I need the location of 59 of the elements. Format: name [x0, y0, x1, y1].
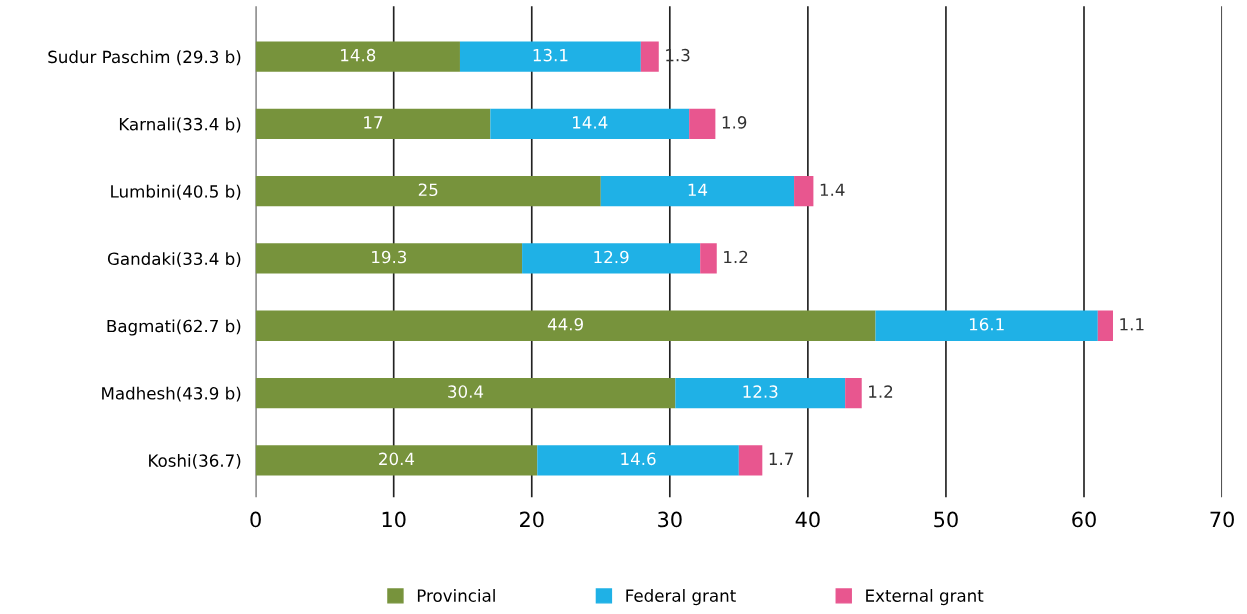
bar — [689, 108, 716, 140]
bar — [255, 176, 601, 207]
bar — [255, 108, 491, 140]
data-label: 14.4 — [573, 116, 608, 129]
bar — [459, 41, 641, 72]
y-tick-label: Karnali(33.4 b) — [119, 117, 241, 133]
x-tick-label: 10 — [382, 511, 406, 528]
data-label: 14.6 — [621, 452, 656, 466]
data-label: 1.1 — [1120, 318, 1144, 331]
y-tick-label: Madhesh(43.9 b) — [102, 386, 241, 402]
bar — [255, 377, 676, 409]
bar — [675, 377, 846, 409]
data-label: 16.1 — [969, 317, 1004, 331]
x-tick-label: 60 — [1072, 511, 1096, 528]
y-tick-label: Sudur Paschim (29.3 b) — [48, 50, 241, 66]
x-tick-label: 20 — [520, 511, 544, 528]
y-tick-label: Lumbini(40.5 b) — [111, 184, 241, 200]
data-label: 1.2 — [724, 250, 748, 264]
bar — [255, 243, 523, 274]
data-label: 19.3 — [372, 250, 407, 264]
data-label: 14 — [688, 183, 708, 196]
x-tick-label: 70 — [1210, 511, 1234, 528]
bar — [600, 176, 795, 207]
bar — [640, 41, 659, 72]
data-label: 1.7 — [769, 452, 793, 465]
data-label: 14.8 — [341, 48, 376, 62]
bar — [875, 310, 1098, 341]
data-label: 17 — [364, 116, 383, 129]
y-tick-label: Koshi(36.7) — [149, 454, 241, 469]
x-tick-label: 50 — [934, 511, 958, 528]
x-tick-label: 30 — [658, 511, 682, 528]
data-label: 30.4 — [448, 385, 484, 398]
bar — [845, 377, 862, 409]
legend-label: Provincial — [417, 589, 495, 602]
data-label: 1.9 — [722, 116, 747, 129]
y-tick-label: Gandaki(33.4 b) — [107, 252, 241, 267]
bar — [255, 41, 460, 72]
bar — [537, 445, 739, 476]
y-tick-label: Bagmati(62.7 b) — [107, 319, 241, 336]
x-tick-label: 40 — [795, 511, 820, 528]
bar — [255, 310, 876, 341]
data-label: 44.9 — [547, 317, 583, 331]
legend-label: External grant — [866, 589, 984, 606]
data-label: 12.9 — [594, 250, 629, 264]
bar — [522, 243, 701, 274]
bar — [700, 243, 717, 274]
bar — [1097, 310, 1113, 341]
data-label: 25 — [418, 183, 438, 197]
data-label: 1.4 — [820, 183, 845, 196]
data-label: 1.2 — [869, 385, 893, 398]
bar — [490, 108, 690, 140]
legend-label: Federal grant — [626, 589, 736, 606]
data-label: 12.3 — [743, 385, 778, 398]
data-label: 13.1 — [533, 48, 568, 62]
bar — [255, 445, 538, 476]
bar — [794, 176, 814, 207]
x-tick-label: 0 — [250, 511, 261, 528]
bar — [738, 445, 763, 476]
data-label: 20.4 — [379, 452, 415, 466]
